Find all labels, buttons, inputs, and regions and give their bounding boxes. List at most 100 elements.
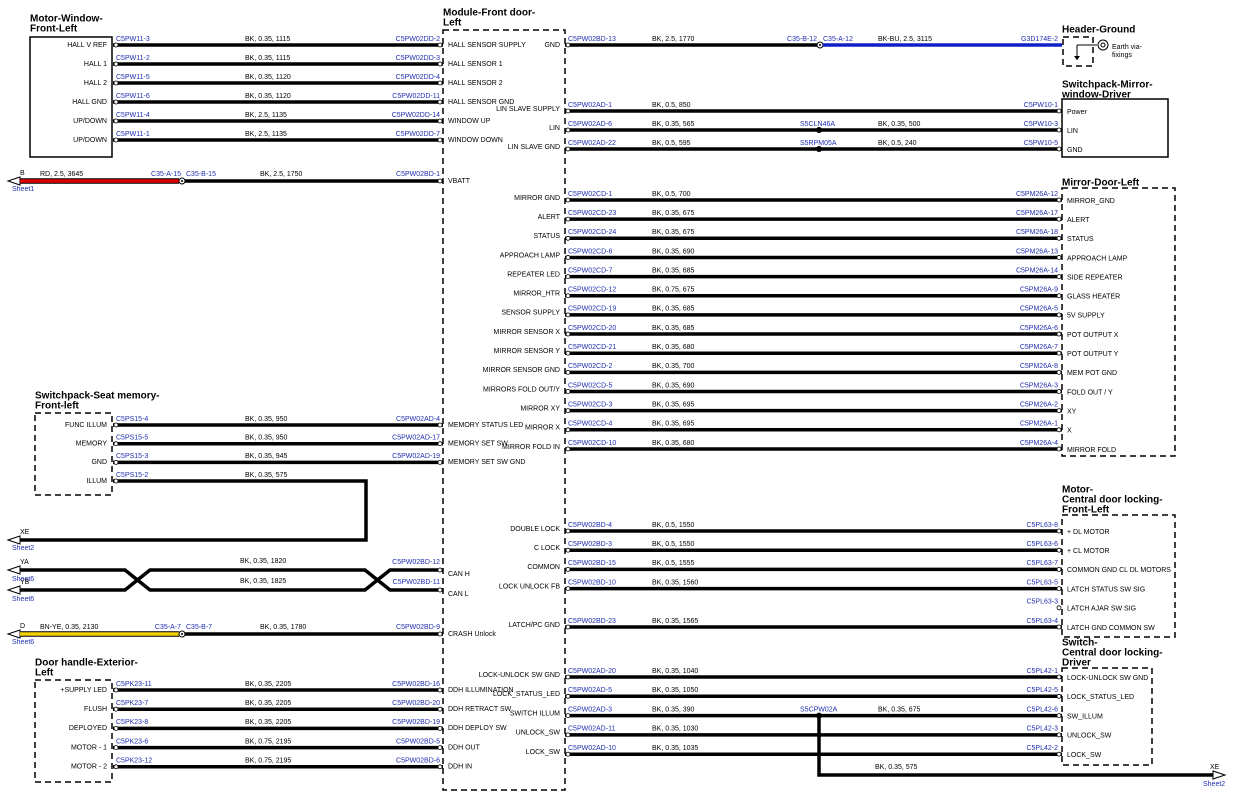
connector-label: C5PM26A-12 bbox=[1016, 191, 1058, 198]
module-pin: ALERT bbox=[538, 214, 561, 221]
wire-spec: BK, 0.35, 1035 bbox=[652, 745, 698, 752]
pin-label: MOTOR - 1 bbox=[71, 744, 107, 751]
wire-spec: BK, 0.75, 2195 bbox=[245, 758, 291, 765]
connector-label: C5PW02AD-1 bbox=[568, 102, 612, 109]
wire-spec: BK, 0.35, 565 bbox=[652, 121, 695, 128]
pin-label: UNLOCK_SW bbox=[1067, 733, 1112, 740]
connector-label: C5PW11-4 bbox=[116, 112, 150, 119]
terminal bbox=[1056, 674, 1062, 680]
splice-label: S5CLN46A bbox=[800, 121, 835, 128]
sheet-arrow bbox=[6, 565, 21, 575]
pin-label: HALL 1 bbox=[84, 61, 107, 68]
terminal bbox=[565, 235, 571, 241]
wire-spec: BK, 2.5, 1135 bbox=[245, 131, 287, 138]
connector-label: C5PW02AD-3 bbox=[568, 706, 612, 713]
module-pin: SENSOR SUPPLY bbox=[501, 310, 560, 317]
terminal bbox=[565, 567, 571, 572]
wire-spec: BK, 0.35, 1825 bbox=[240, 578, 286, 585]
terminal bbox=[437, 61, 443, 67]
wire-spec: BK, 0.35, 1040 bbox=[652, 668, 698, 675]
connector-label: C35-B-12 bbox=[787, 36, 817, 43]
connector-label: G3D174E-2 bbox=[1021, 36, 1058, 43]
pin-label: LATCH GND COMMON SW bbox=[1067, 625, 1155, 632]
terminal bbox=[113, 706, 119, 712]
terminal bbox=[1056, 108, 1062, 114]
terminal bbox=[565, 331, 571, 337]
component-title: Module-Front door- bbox=[443, 8, 535, 19]
terminal bbox=[113, 61, 119, 67]
wire-spec: BK, 0.35, 695 bbox=[652, 421, 695, 428]
connector-label: C5PW02AD-17 bbox=[392, 435, 440, 442]
connector-label: C5PM26A-2 bbox=[1020, 401, 1058, 408]
wire bbox=[817, 715, 1213, 777]
module-pin: DDH ILLUMINATION bbox=[448, 687, 514, 694]
connector-label: C5PW02DD-7 bbox=[396, 131, 440, 138]
connector-label: C5PW02CD-12 bbox=[568, 287, 616, 294]
ground-symbol bbox=[1074, 56, 1080, 60]
connector-label: C5PW02CD-2 bbox=[568, 363, 612, 370]
splice-label: S5CPW02A bbox=[800, 706, 838, 713]
terminal bbox=[565, 713, 571, 718]
connector-label: C5PM26A-17 bbox=[1016, 210, 1058, 217]
connector-label: C5PW02AD-6 bbox=[568, 121, 612, 128]
component-title: Front-Left bbox=[1062, 505, 1110, 516]
wire-spec: BK, 2.5, 1135 bbox=[245, 112, 287, 119]
pin-label: POT OUTPUT Y bbox=[1067, 351, 1119, 358]
terminal bbox=[437, 745, 443, 750]
component-title: Front-left bbox=[35, 401, 80, 412]
terminal bbox=[565, 586, 571, 591]
wire-spec: BN-YE, 0.35, 2130 bbox=[40, 624, 98, 631]
pin-label: HALL V REF bbox=[67, 42, 107, 49]
connector-label: C5PK23-11 bbox=[116, 681, 152, 688]
terminal bbox=[1056, 567, 1062, 572]
connector-label: C5PM26A-3 bbox=[1020, 382, 1058, 389]
wire-spec: BK, 0.5, 850 bbox=[652, 102, 691, 109]
pin-label: HALL GND bbox=[72, 99, 107, 106]
connector-label: C5PM26A-18 bbox=[1016, 229, 1058, 236]
terminal bbox=[1056, 312, 1062, 318]
terminal bbox=[565, 732, 571, 738]
wire-spec: BK, 0.35, 695 bbox=[652, 401, 695, 408]
component-title: Left bbox=[35, 668, 54, 679]
module-pin: MIRROR XY bbox=[520, 405, 560, 412]
wire-spec: BK, 0.5, 1550 bbox=[652, 541, 695, 548]
wire-spec: BK, 0.35, 2205 bbox=[245, 681, 291, 688]
connector-label: C5PW11-2 bbox=[116, 55, 150, 62]
connector-label: C5PL63-5 bbox=[1026, 579, 1058, 586]
terminal bbox=[1056, 197, 1062, 203]
wire-spec: BK, 0.35, 2205 bbox=[245, 700, 291, 707]
module-pin: CAN L bbox=[448, 591, 469, 598]
module-pin: DDH DEPLOY SW bbox=[448, 725, 507, 732]
terminal bbox=[113, 99, 119, 105]
connector-label: C5PW02CD-20 bbox=[568, 325, 616, 332]
module-pin: MIRROR_HTR bbox=[513, 291, 560, 298]
module-pin: DDH IN bbox=[448, 764, 472, 771]
ground-symbol bbox=[1097, 39, 1109, 51]
connector-label: C5PW02CD-3 bbox=[568, 401, 612, 408]
component-title: Front-Left bbox=[30, 24, 78, 35]
module-pin: MEMORY STATUS LED bbox=[448, 422, 523, 429]
terminal bbox=[113, 118, 119, 124]
terminal bbox=[1056, 586, 1062, 591]
terminal bbox=[113, 726, 119, 731]
connector-label: C5PM26A-5 bbox=[1020, 306, 1058, 313]
terminal bbox=[437, 178, 443, 184]
terminal bbox=[437, 42, 443, 48]
connector-label: C5PW02BD-3 bbox=[568, 541, 612, 548]
terminal bbox=[437, 118, 443, 124]
component-box bbox=[29, 36, 113, 158]
connector-label: C5PL63-3 bbox=[1026, 599, 1058, 606]
terminal bbox=[113, 80, 119, 86]
pin-label: UP/DOWN bbox=[73, 118, 107, 125]
terminal bbox=[565, 42, 571, 48]
terminal bbox=[1056, 605, 1062, 611]
terminal bbox=[565, 146, 571, 152]
sheet-arrow bbox=[6, 629, 21, 639]
connector-label: C5PW02BD-12 bbox=[392, 559, 440, 566]
connector-label: C5PW02AD-19 bbox=[392, 453, 440, 460]
connector-label: C5PS15-3 bbox=[116, 453, 148, 460]
connector-label: C5PL42-6 bbox=[1026, 706, 1058, 713]
pin-label: + CL MOTOR bbox=[1067, 548, 1110, 555]
wire-spec: BK, 0.35, 1780 bbox=[260, 624, 306, 631]
wire-spec: BK, 0.35, 680 bbox=[652, 440, 695, 447]
